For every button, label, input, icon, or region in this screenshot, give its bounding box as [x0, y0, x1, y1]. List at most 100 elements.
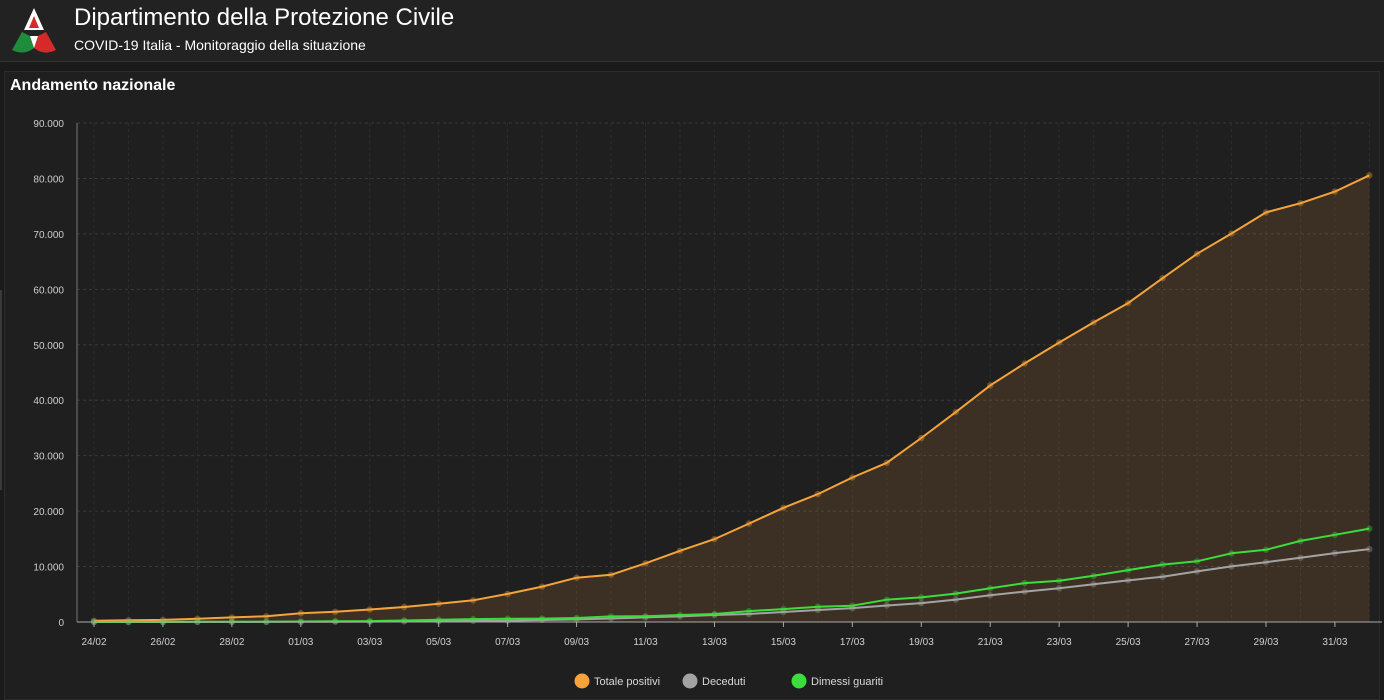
app-header: Dipartimento della Protezione Civile COV… — [0, 0, 1384, 62]
data-point[interactable] — [469, 615, 477, 623]
data-point[interactable] — [952, 590, 959, 597]
data-point[interactable] — [780, 608, 787, 616]
data-point[interactable] — [332, 608, 339, 616]
data-point[interactable] — [1331, 531, 1339, 538]
data-point[interactable] — [1193, 558, 1201, 565]
data-point[interactable] — [435, 616, 442, 623]
data-point[interactable] — [642, 613, 649, 620]
data-point[interactable] — [1228, 563, 1235, 570]
data-point[interactable] — [1055, 585, 1063, 592]
legend-item[interactable]: Totale positivi — [574, 673, 661, 689]
data-point[interactable] — [1262, 209, 1270, 216]
x-tick-label: 17/03 — [840, 637, 865, 648]
data-point[interactable] — [676, 611, 684, 619]
x-tick-label: 23/03 — [1047, 637, 1072, 648]
data-point[interactable] — [952, 596, 959, 603]
data-point[interactable] — [918, 594, 925, 601]
data-point[interactable] — [814, 606, 822, 614]
data-point[interactable] — [745, 607, 753, 615]
data-point[interactable] — [1262, 546, 1270, 553]
data-point[interactable] — [1021, 579, 1028, 587]
data-point[interactable] — [228, 614, 236, 621]
data-point[interactable] — [814, 603, 822, 610]
protezione-civile-logo-icon — [12, 8, 56, 53]
data-point[interactable] — [1124, 566, 1132, 574]
data-point[interactable] — [1055, 339, 1063, 346]
data-point[interactable] — [401, 603, 408, 611]
data-point[interactable] — [642, 560, 649, 567]
data-point[interactable] — [194, 615, 201, 622]
app-subtitle: COVID-19 Italia - Monitoraggio della sit… — [74, 37, 366, 53]
x-tick-label: 03/03 — [357, 637, 382, 648]
data-point[interactable] — [1228, 230, 1235, 237]
data-point[interactable] — [1090, 580, 1097, 588]
data-point[interactable] — [745, 520, 753, 527]
data-point[interactable] — [1090, 319, 1097, 326]
data-point[interactable] — [849, 474, 856, 481]
data-point[interactable] — [607, 571, 615, 578]
data-point[interactable] — [1193, 250, 1201, 257]
data-point[interactable] — [504, 615, 511, 622]
data-point[interactable] — [1366, 545, 1373, 553]
legend-label: Deceduti — [702, 676, 745, 688]
data-point[interactable] — [1159, 274, 1166, 282]
data-point[interactable] — [573, 574, 580, 581]
data-point[interactable] — [538, 615, 546, 622]
data-point[interactable] — [676, 547, 684, 555]
data-point[interactable] — [1262, 559, 1270, 566]
data-point[interactable] — [918, 434, 925, 442]
data-point[interactable] — [814, 490, 822, 498]
chart-axes: 0 10.000 20.000 30.000 40.000 50.000 60.000 70.… — [33, 119, 1382, 648]
data-point[interactable] — [1124, 577, 1132, 584]
data-point[interactable] — [780, 605, 787, 613]
data-point[interactable] — [711, 610, 718, 618]
data-point[interactable] — [1297, 537, 1304, 545]
data-point[interactable] — [1021, 360, 1028, 367]
data-point[interactable] — [469, 597, 477, 604]
data-point[interactable] — [1055, 577, 1063, 584]
data-point[interactable] — [1331, 549, 1339, 557]
data-point[interactable] — [607, 613, 615, 620]
data-point[interactable] — [504, 590, 511, 598]
data-point[interactable] — [1090, 572, 1097, 580]
data-point[interactable] — [366, 617, 373, 625]
data-point[interactable] — [401, 617, 408, 624]
data-point[interactable] — [1159, 561, 1166, 568]
x-tick-label: 27/03 — [1185, 637, 1210, 648]
data-point[interactable] — [711, 535, 718, 543]
data-point[interactable] — [366, 606, 373, 613]
data-point[interactable] — [883, 459, 891, 467]
legend-label: Totale positivi — [594, 676, 660, 688]
data-point[interactable] — [918, 599, 925, 607]
y-tick-label: 0 — [58, 618, 64, 629]
data-point[interactable] — [263, 612, 270, 620]
data-point[interactable] — [1228, 550, 1235, 557]
data-point[interactable] — [573, 614, 580, 622]
data-point[interactable] — [297, 610, 305, 617]
data-point[interactable] — [1331, 188, 1339, 195]
data-point[interactable] — [1366, 172, 1373, 179]
legend-item[interactable]: Dimessi guariti — [791, 673, 884, 689]
data-point[interactable] — [952, 408, 959, 416]
data-point[interactable] — [1193, 568, 1201, 575]
data-point[interactable] — [435, 600, 442, 607]
legend-item[interactable]: Deceduti — [682, 673, 746, 689]
y-tick-label: 10.000 — [33, 563, 64, 574]
data-point[interactable] — [987, 585, 994, 592]
data-point[interactable] — [883, 602, 891, 609]
data-point[interactable] — [1297, 200, 1304, 207]
data-point[interactable] — [1124, 299, 1132, 307]
data-point[interactable] — [745, 610, 753, 618]
data-point[interactable] — [1021, 588, 1028, 595]
data-point[interactable] — [987, 382, 994, 389]
data-point[interactable] — [332, 617, 339, 625]
data-point[interactable] — [1366, 525, 1373, 532]
data-point[interactable] — [538, 583, 546, 590]
data-point[interactable] — [883, 596, 891, 603]
data-point[interactable] — [849, 602, 856, 609]
data-point[interactable] — [987, 592, 994, 599]
x-tick-label: 25/03 — [1116, 637, 1141, 648]
data-point[interactable] — [780, 504, 787, 511]
data-point[interactable] — [1159, 573, 1166, 580]
data-point[interactable] — [1297, 554, 1304, 561]
